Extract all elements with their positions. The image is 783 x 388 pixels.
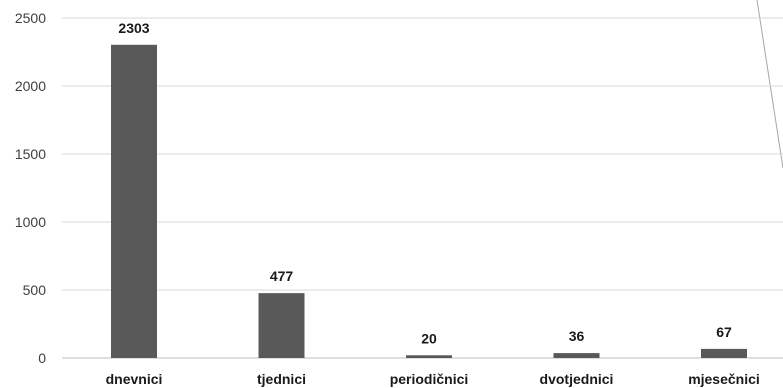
decorative-diagonal-line [756,0,783,169]
data-labels: 2303 477 20 36 67 [118,20,732,346]
y-tick-label: 1000 [15,214,46,230]
category-label-dnevnici: dnevnici [106,371,163,387]
y-axis-tick-labels: 0 500 1000 1500 2000 2500 [15,10,46,366]
data-label-dvotjednici: 36 [569,328,585,344]
bar-dvotjednici [553,353,600,358]
bar-mjesečnici [701,348,747,358]
category-label-dvotjednici: dvotjednici [540,371,614,387]
bar-dnevnici [111,44,157,359]
y-tick-label: 500 [23,282,47,298]
y-tick-label: 1500 [15,146,46,162]
category-label-periodičnici: periodičnici [390,371,469,387]
data-label-periodičnici: 20 [421,330,437,346]
data-label-dnevnici: 2303 [118,20,149,36]
bars [111,44,747,359]
data-label-tjednici: 477 [270,268,294,284]
x-axis-category-labels: dnevnici tjednici periodičnici dvotjednici m… [106,371,760,387]
bar-periodičnici [406,355,452,358]
gridlines [62,17,783,359]
category-label-mjesečnici: mjesečnici [688,371,760,387]
data-label-mjesečnici: 67 [716,324,732,340]
y-tick-label: 0 [38,350,46,366]
y-tick-label: 2500 [15,10,46,26]
y-tick-label: 2000 [15,78,46,94]
category-label-tjednici: tjednici [257,371,306,387]
bar-tjednici [258,293,305,358]
